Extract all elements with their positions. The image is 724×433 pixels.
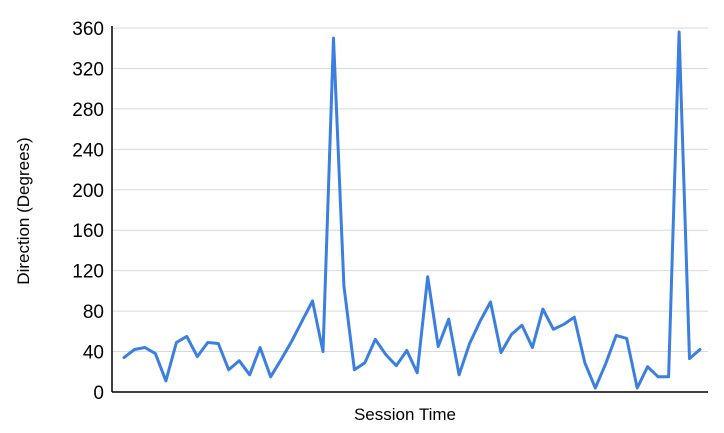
y-tick-label: 240 <box>72 140 104 161</box>
x-axis-title: Session Time <box>354 405 456 424</box>
y-tick-labels: 0 40 80 120 160 200 240 280 320 360 <box>72 19 104 404</box>
y-tick-label: 320 <box>72 59 104 80</box>
axes <box>111 26 708 393</box>
grid-lines <box>112 27 708 353</box>
y-axis-title: Direction (Degrees) <box>14 137 33 284</box>
y-tick-label: 80 <box>83 302 104 323</box>
y-tick-label: 280 <box>72 100 104 121</box>
y-tick-label: 200 <box>72 181 104 202</box>
series-line-0 <box>122 30 702 390</box>
y-tick-label: 360 <box>72 19 104 40</box>
y-tick-label: 40 <box>83 343 104 364</box>
series-layer <box>122 30 702 390</box>
y-tick-label: 120 <box>72 262 104 283</box>
y-tick-label: 0 <box>93 383 104 404</box>
y-tick-label: 160 <box>72 221 104 242</box>
